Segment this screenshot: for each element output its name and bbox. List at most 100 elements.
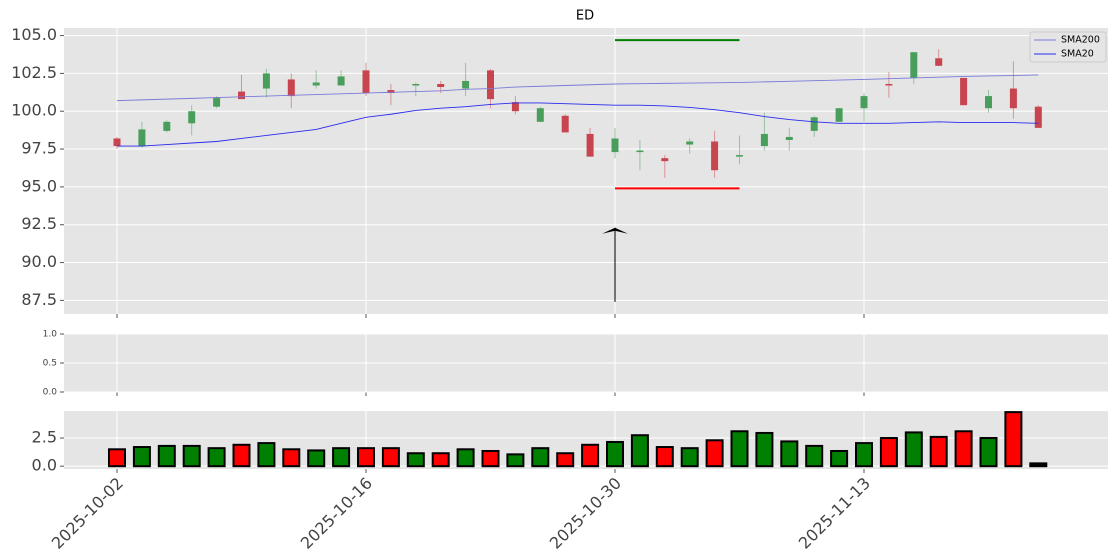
candle-body (113, 138, 121, 147)
volume-bar (357, 447, 375, 468)
volume-bar (730, 430, 749, 468)
candle-body (536, 108, 544, 122)
candle-body (860, 96, 868, 109)
candle-body (387, 90, 395, 94)
volume-bar (780, 440, 799, 468)
volume-bar (879, 437, 898, 468)
volume-bar (556, 452, 575, 468)
volume-bar (282, 448, 301, 468)
volume-bar (1004, 411, 1023, 468)
volume-bar (506, 453, 525, 468)
candle-body (760, 133, 768, 147)
volume-bar (431, 452, 450, 468)
volume-bar (606, 440, 624, 468)
legend-label: SMA200 (1061, 35, 1100, 46)
volume-bar (805, 444, 824, 468)
y-tick-label: 0.0 (43, 388, 58, 398)
volume-bar (157, 444, 176, 468)
candle-body (287, 79, 295, 97)
candle-body (910, 52, 918, 78)
y-tick-label: 0.0 (32, 456, 57, 475)
candle-body (636, 150, 644, 153)
y-tick-label: 0.5 (43, 359, 57, 369)
volume-bar (655, 446, 674, 468)
arrow-head (602, 227, 628, 234)
volume-bar (456, 448, 475, 468)
y-tick-label: 95.0 (21, 176, 57, 195)
candle-body (412, 83, 420, 86)
candle-body (661, 158, 669, 162)
candle-body (686, 141, 694, 145)
candle-body (437, 83, 445, 88)
candle-body (785, 136, 793, 140)
volume-bar (332, 447, 351, 468)
volume-bar (630, 434, 649, 468)
volume-bar (406, 452, 425, 468)
candle-body (213, 97, 221, 107)
candle-body (1009, 88, 1017, 109)
y-tick-label: 1.0 (43, 330, 58, 340)
candle-body (810, 117, 818, 131)
candle-body (561, 115, 569, 133)
volume-bar (1029, 462, 1048, 468)
candle-body (736, 155, 743, 157)
y-tick-label: 2.5 (32, 428, 57, 447)
candle-body (362, 70, 370, 94)
volume-bar (979, 437, 998, 468)
volume-bar (531, 447, 550, 468)
candle-body (337, 76, 345, 86)
volume-bar (207, 447, 226, 468)
x-tick-label: 2025-10-30 (546, 474, 625, 553)
volume-bar (108, 448, 126, 468)
candle-body (885, 83, 893, 86)
volume-bar (182, 444, 201, 468)
candle-body (586, 133, 594, 157)
volume-bar (680, 447, 699, 468)
volume-bar (257, 442, 276, 468)
candle-body (1034, 106, 1042, 128)
x-tick-label: 2025-10-02 (48, 474, 127, 553)
candle-body (238, 91, 245, 100)
sma-line (117, 102, 1039, 147)
candle-body (462, 80, 470, 89)
volume-bar (904, 431, 923, 468)
sma-line (116, 74, 1039, 102)
candle-body (163, 121, 171, 131)
volume-bar (232, 443, 251, 468)
x-tick-label: 2025-10-16 (297, 474, 376, 553)
y-tick-label: 92.5 (21, 214, 57, 233)
candle-body (138, 129, 146, 147)
candle-body (611, 138, 619, 153)
candle-body (935, 58, 943, 66)
candle-body (711, 141, 719, 171)
volume-bar (307, 449, 326, 468)
volume-bar (132, 446, 151, 468)
volume-bar (855, 442, 873, 468)
candle-body (511, 102, 519, 112)
y-tick-label: 87.5 (21, 290, 57, 309)
volume-bar (481, 449, 500, 468)
chart-title: ED (576, 9, 594, 24)
candle-body (985, 96, 992, 109)
y-tick-label: 90.0 (21, 252, 57, 271)
volume-bar (755, 431, 774, 468)
candle-body (262, 73, 270, 89)
candle-body (188, 111, 196, 124)
x-tick-label: 2025-11-13 (795, 474, 874, 553)
y-tick-label: 100.0 (11, 101, 57, 120)
volume-bar (929, 435, 948, 468)
candle-body (312, 82, 320, 86)
volume-bar (705, 439, 724, 468)
candle-body (487, 70, 494, 100)
y-tick-label: 97.5 (21, 139, 57, 158)
main-panel (64, 28, 1108, 314)
volume-bar (954, 430, 973, 468)
candle-body (835, 108, 843, 122)
volume-bar (381, 447, 400, 468)
legend-label: SMA20 (1061, 49, 1094, 60)
y-tick-label: 102.5 (11, 63, 57, 82)
volume-bar (581, 443, 600, 468)
candle-body (960, 77, 968, 106)
volume-bar (830, 449, 849, 468)
